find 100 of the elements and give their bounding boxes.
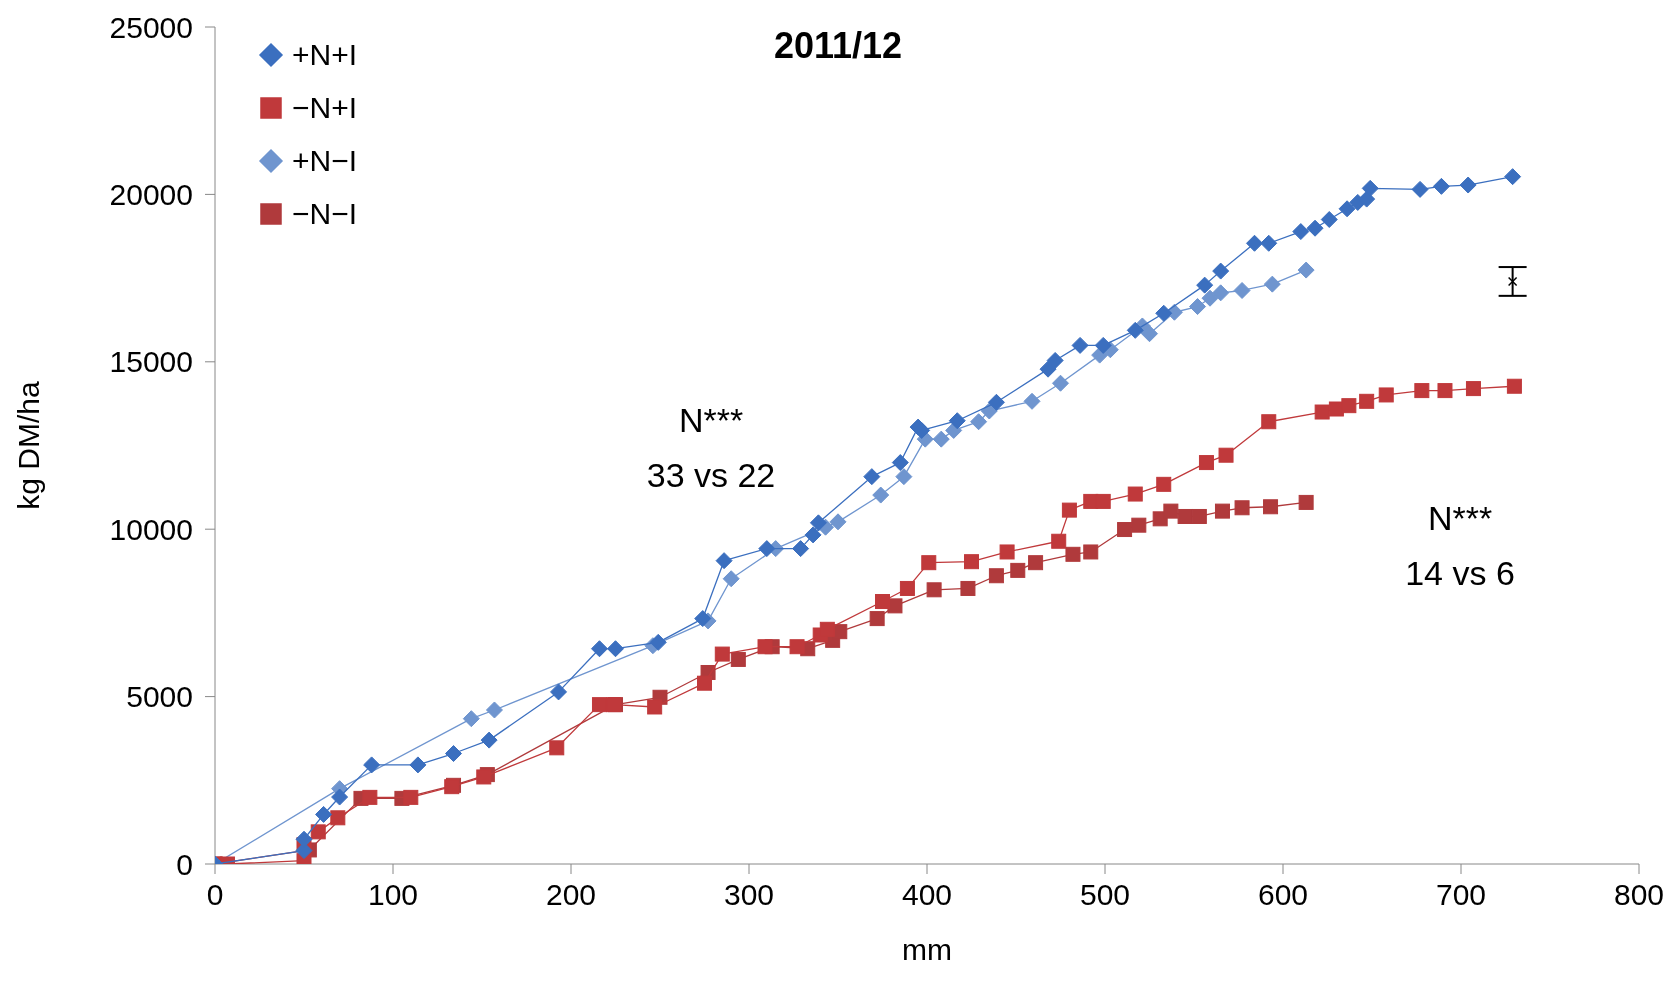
y-tick-label: 0 xyxy=(176,847,193,881)
x-tick-label: 100 xyxy=(367,878,419,912)
point xyxy=(722,570,740,588)
point xyxy=(1233,281,1251,299)
point xyxy=(363,756,381,774)
point xyxy=(1177,508,1193,524)
point xyxy=(921,555,937,571)
point xyxy=(872,486,890,504)
point xyxy=(647,699,663,715)
x-tick-label: 300 xyxy=(723,878,775,912)
point xyxy=(1023,392,1041,410)
point xyxy=(1155,304,1173,322)
point xyxy=(462,710,480,728)
y-axis-title: kg DM/ha xyxy=(11,381,45,510)
point xyxy=(1083,544,1099,560)
point xyxy=(1212,284,1230,302)
x-axis-title: mm xyxy=(902,933,952,966)
point xyxy=(1212,262,1230,280)
point xyxy=(1263,499,1279,515)
point xyxy=(1314,404,1330,420)
point xyxy=(964,554,979,570)
y-tick-label: 25000 xyxy=(109,10,193,44)
point xyxy=(1306,219,1324,237)
point xyxy=(1201,289,1219,307)
point xyxy=(1156,476,1172,492)
point xyxy=(730,651,746,667)
point xyxy=(960,580,976,596)
point xyxy=(1297,261,1315,279)
point xyxy=(694,610,712,628)
point xyxy=(1163,503,1179,519)
point xyxy=(891,454,909,472)
point xyxy=(999,544,1015,560)
point xyxy=(1260,234,1278,252)
point xyxy=(829,513,847,531)
point xyxy=(1459,176,1477,194)
x-tick-label: 800 xyxy=(1613,878,1665,912)
point xyxy=(895,468,913,486)
legend-label: +N+I xyxy=(292,37,358,73)
point xyxy=(315,805,333,823)
point xyxy=(1010,562,1026,578)
point xyxy=(758,540,776,558)
point xyxy=(1359,393,1375,409)
point xyxy=(1052,374,1069,392)
point xyxy=(1196,276,1214,294)
x-tick-label: 500 xyxy=(1079,878,1131,912)
point xyxy=(1465,381,1481,397)
point xyxy=(485,701,503,719)
x-tick-label: 400 xyxy=(901,878,953,912)
point xyxy=(649,633,667,651)
annotation: N*** 33 vs 22 xyxy=(646,400,776,496)
y-tick-label: 15000 xyxy=(109,345,193,379)
point xyxy=(330,810,346,826)
point xyxy=(970,413,988,431)
legend-label: −N−I xyxy=(292,196,358,232)
point xyxy=(1320,211,1338,229)
annotation: N*** 14 vs 6 xyxy=(1405,498,1515,594)
point xyxy=(988,568,1004,584)
point xyxy=(1292,223,1310,241)
y-tick-label: 20000 xyxy=(109,178,193,212)
point xyxy=(792,540,810,558)
point xyxy=(1071,336,1089,354)
point xyxy=(789,639,805,655)
point xyxy=(875,594,890,610)
point xyxy=(804,526,822,544)
point xyxy=(1189,298,1207,316)
point xyxy=(1095,493,1111,509)
point xyxy=(590,640,608,658)
point xyxy=(362,789,378,805)
point xyxy=(549,740,565,756)
point xyxy=(899,580,915,596)
point xyxy=(1061,502,1077,518)
point xyxy=(1504,168,1522,186)
point xyxy=(1039,360,1057,378)
point xyxy=(757,639,773,655)
x-tick-label: 600 xyxy=(1257,878,1309,912)
chart-title: 2011/12 xyxy=(773,25,903,67)
point xyxy=(1141,325,1158,343)
point xyxy=(1261,414,1277,430)
point xyxy=(480,731,498,749)
point xyxy=(948,412,966,430)
point xyxy=(1437,383,1453,399)
point xyxy=(607,640,624,658)
point xyxy=(1046,351,1064,369)
point xyxy=(409,756,427,774)
y-tick-label: 10000 xyxy=(109,512,193,546)
x-tick-label: 0 xyxy=(206,878,224,912)
point xyxy=(1028,555,1044,571)
point xyxy=(1234,500,1250,516)
point xyxy=(819,621,835,637)
point xyxy=(1246,234,1264,252)
point xyxy=(1065,546,1081,562)
point xyxy=(1191,508,1207,524)
point xyxy=(1414,383,1430,399)
point xyxy=(1126,321,1144,339)
point xyxy=(1214,503,1230,519)
point xyxy=(809,514,827,532)
point xyxy=(1432,177,1450,195)
x-tick-label: 200 xyxy=(545,878,597,912)
point xyxy=(715,552,733,570)
point xyxy=(1411,180,1429,198)
